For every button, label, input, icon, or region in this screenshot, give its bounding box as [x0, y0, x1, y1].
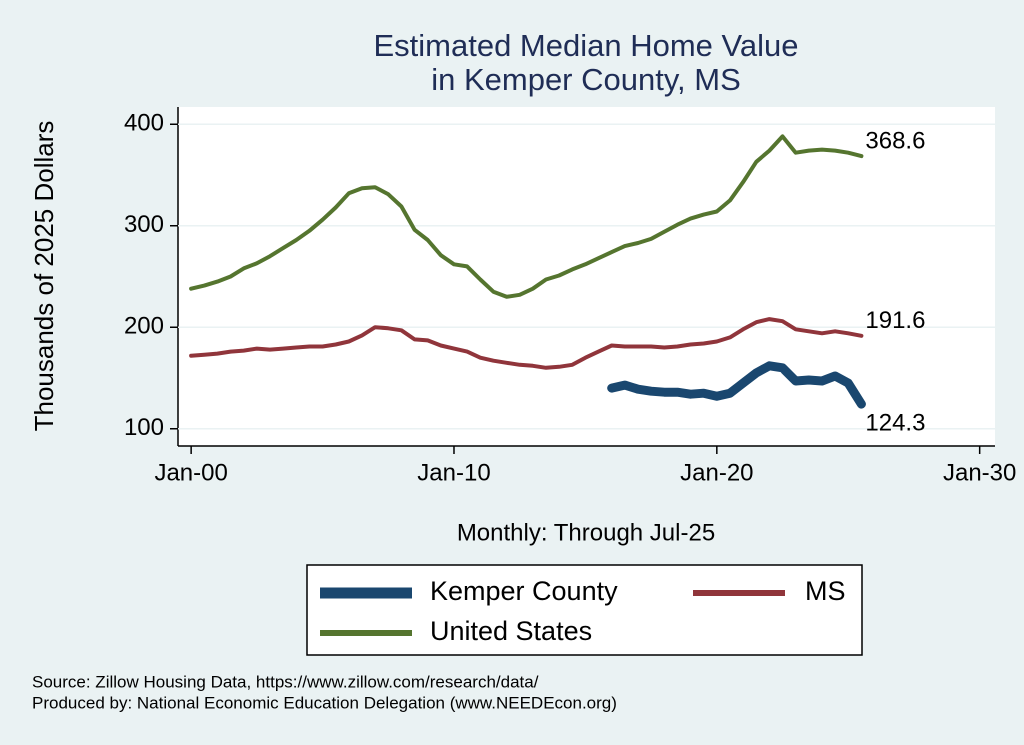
legend-label: United States [430, 616, 592, 646]
x-axis-label: Monthly: Through Jul-25 [457, 519, 715, 546]
legend [306, 564, 863, 656]
y-axis-label: Thousands of 2025 Dollars [29, 121, 59, 432]
series-line [189, 134, 864, 299]
end-label: 191.6 [865, 307, 925, 334]
end-label: 368.6 [865, 127, 925, 154]
source-note: Source: Zillow Housing Data, https://www… [32, 672, 539, 691]
series-line [189, 317, 864, 370]
x-tick-label: Jan-10 [417, 459, 490, 486]
chart-title: Estimated Median Home Value [373, 28, 798, 63]
series-line [607, 361, 866, 409]
plot-area [178, 107, 995, 446]
y-tick-label: 400 [124, 110, 164, 137]
y-tick-label: 100 [124, 414, 164, 441]
end-label: 124.3 [865, 409, 925, 436]
x-tick-label: Jan-20 [680, 459, 753, 486]
legend-label: Kemper County [430, 576, 618, 606]
chart-title: in Kemper County, MS [431, 62, 741, 97]
y-tick-label: 300 [124, 211, 164, 238]
x-tick-label: Jan-30 [943, 459, 1016, 486]
source-note: Produced by: National Economic Education… [32, 693, 617, 712]
x-tick-label: Jan-00 [154, 459, 227, 486]
y-tick-label: 200 [124, 313, 164, 340]
legend-label: MS [805, 576, 846, 606]
